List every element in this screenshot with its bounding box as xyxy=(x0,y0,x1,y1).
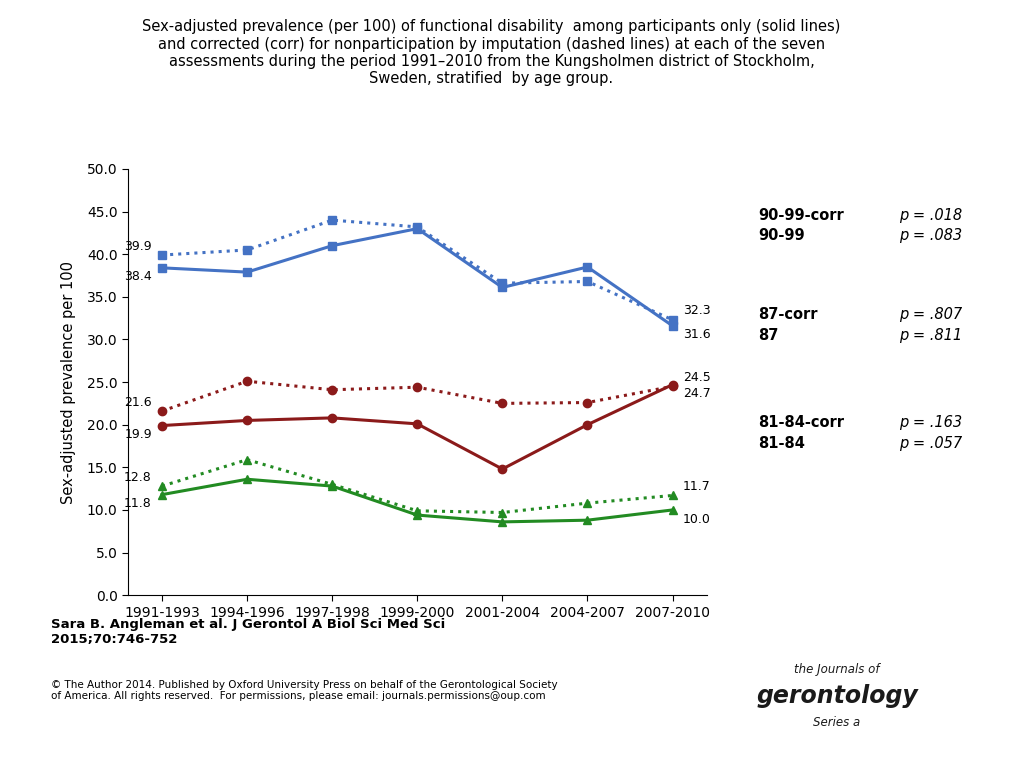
Text: the Journals of: the Journals of xyxy=(795,664,880,677)
Y-axis label: Sex-adjusted prevalence per 100: Sex-adjusted prevalence per 100 xyxy=(60,260,76,504)
Text: 87: 87 xyxy=(758,328,778,343)
Text: 12.8: 12.8 xyxy=(124,471,152,484)
Text: 90-99-corr: 90-99-corr xyxy=(758,207,844,223)
Text: 87-corr: 87-corr xyxy=(758,307,817,323)
Text: 24.5: 24.5 xyxy=(683,371,711,384)
Text: 32.3: 32.3 xyxy=(683,304,711,317)
Text: p = .083: p = .083 xyxy=(899,228,963,243)
Text: p = .057: p = .057 xyxy=(899,435,963,451)
Text: 21.6: 21.6 xyxy=(124,396,152,409)
Text: Sex-adjusted prevalence (per 100) of functional disability  among participants o: Sex-adjusted prevalence (per 100) of fun… xyxy=(142,19,841,87)
Text: 24.7: 24.7 xyxy=(683,387,711,400)
Text: 10.0: 10.0 xyxy=(683,512,711,525)
Text: p = .163: p = .163 xyxy=(899,415,963,430)
Text: Sara B. Angleman et al. J Gerontol A Biol Sci Med Sci
2015;70:746-752: Sara B. Angleman et al. J Gerontol A Bio… xyxy=(51,618,445,646)
Text: 11.8: 11.8 xyxy=(124,497,152,510)
Text: Series a: Series a xyxy=(813,717,861,730)
Text: 81-84-corr: 81-84-corr xyxy=(758,415,844,430)
Text: p = .811: p = .811 xyxy=(899,328,963,343)
Text: 90-99: 90-99 xyxy=(758,228,805,243)
Text: gerontology: gerontology xyxy=(757,684,918,708)
Text: 39.9: 39.9 xyxy=(124,240,152,253)
Text: 38.4: 38.4 xyxy=(124,270,152,283)
Text: 31.6: 31.6 xyxy=(683,329,711,341)
Text: p = .018: p = .018 xyxy=(899,207,963,223)
Text: © The Author 2014. Published by Oxford University Press on behalf of the Geronto: © The Author 2014. Published by Oxford U… xyxy=(51,680,558,701)
Text: 19.9: 19.9 xyxy=(124,428,152,441)
Text: 11.7: 11.7 xyxy=(683,480,711,493)
Text: 81-84: 81-84 xyxy=(758,435,805,451)
Text: p = .807: p = .807 xyxy=(899,307,963,323)
